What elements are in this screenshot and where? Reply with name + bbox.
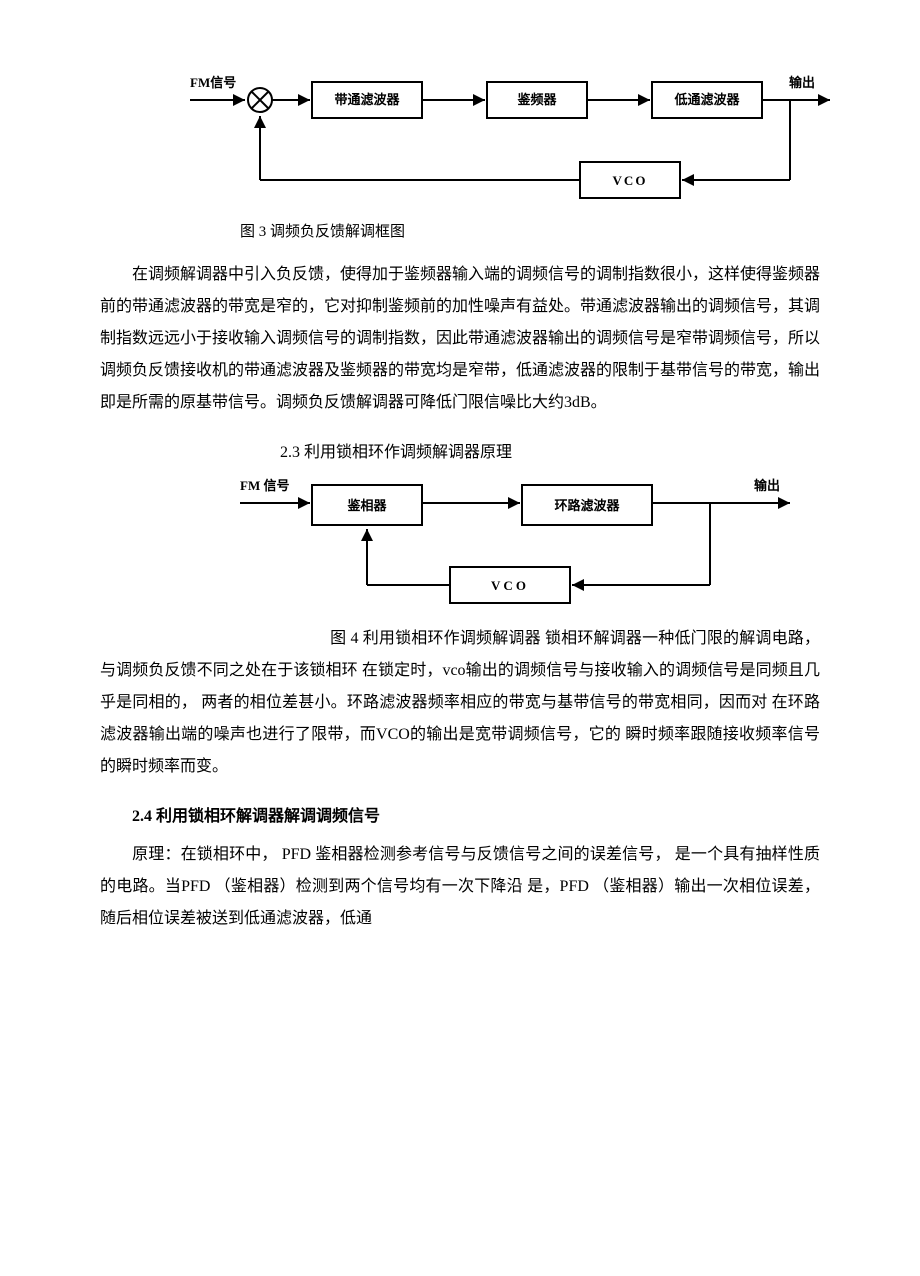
lowpass-filter-label: 低通滤波器 xyxy=(673,92,740,107)
loop-filter-label: 环路滤波器 xyxy=(554,498,620,513)
output-label-2: 输出 xyxy=(754,478,780,493)
figure-4-caption: 图 4 利用锁相环作调频解调器 xyxy=(330,630,541,647)
figure-3-caption: 图 3 调频负反馈解调框图 xyxy=(240,220,820,241)
fm-input-label: FM信号 xyxy=(190,75,236,90)
diagram-2: FM 信号 鉴相器 环路滤波器 输出 VCO xyxy=(240,473,820,613)
section-2-4-title: 2.4 利用锁相环解调器解调调频信号 xyxy=(100,801,820,833)
pll-diagram-svg: FM 信号 鉴相器 环路滤波器 输出 VCO xyxy=(240,473,800,613)
fm-feedback-diagram-svg: FM信号 带通滤波器 鉴频器 低通滤波器 输出 xyxy=(190,70,840,210)
paragraph-2-lead: 锁相环解调器一种低门 xyxy=(541,630,707,647)
paragraph-2-rest: 限的解调电路，与调频负反馈不同之处在于该锁相环 在锁定时，vco输出的调频信号与… xyxy=(100,630,820,775)
section-2-4-title-text: 2.4 利用锁相环解调器解调调频信号 xyxy=(132,808,380,825)
paragraph-3: 原理：在锁相环中， PFD 鉴相器检测参考信号与反馈信号之间的误差信号， 是一个… xyxy=(100,839,820,935)
paragraph-3-text: 原理：在锁相环中， PFD 鉴相器检测参考信号与反馈信号之间的误差信号， 是一个… xyxy=(100,846,820,927)
fm-input-label-2: FM 信号 xyxy=(240,478,289,493)
diagram-1: FM信号 带通滤波器 鉴频器 低通滤波器 输出 xyxy=(190,70,820,210)
vco-label-2: VCO xyxy=(491,578,529,593)
discriminator-label: 鉴频器 xyxy=(516,92,557,107)
output-label-1: 输出 xyxy=(789,75,815,90)
paragraph-1: 在调频解调器中引入负反馈，使得加于鉴频器输入端的调频信号的调制指数很小，这样使得… xyxy=(100,259,820,419)
page-content: FM信号 带通滤波器 鉴频器 低通滤波器 输出 xyxy=(0,0,920,1013)
paragraph-1-text: 在调频解调器中引入负反馈，使得加于鉴频器输入端的调频信号的调制指数很小，这样使得… xyxy=(100,266,820,411)
paragraph-2: 图 4 利用锁相环作调频解调器 锁相环解调器一种低门限的解调电路，与调频负反馈不… xyxy=(100,623,820,783)
vco-label-1: VCO xyxy=(613,173,648,188)
bandpass-filter-label: 带通滤波器 xyxy=(334,92,400,107)
phase-detector-label: 鉴相器 xyxy=(346,498,387,513)
section-2-3-title: 2.3 利用锁相环作调频解调器原理 xyxy=(280,437,820,469)
